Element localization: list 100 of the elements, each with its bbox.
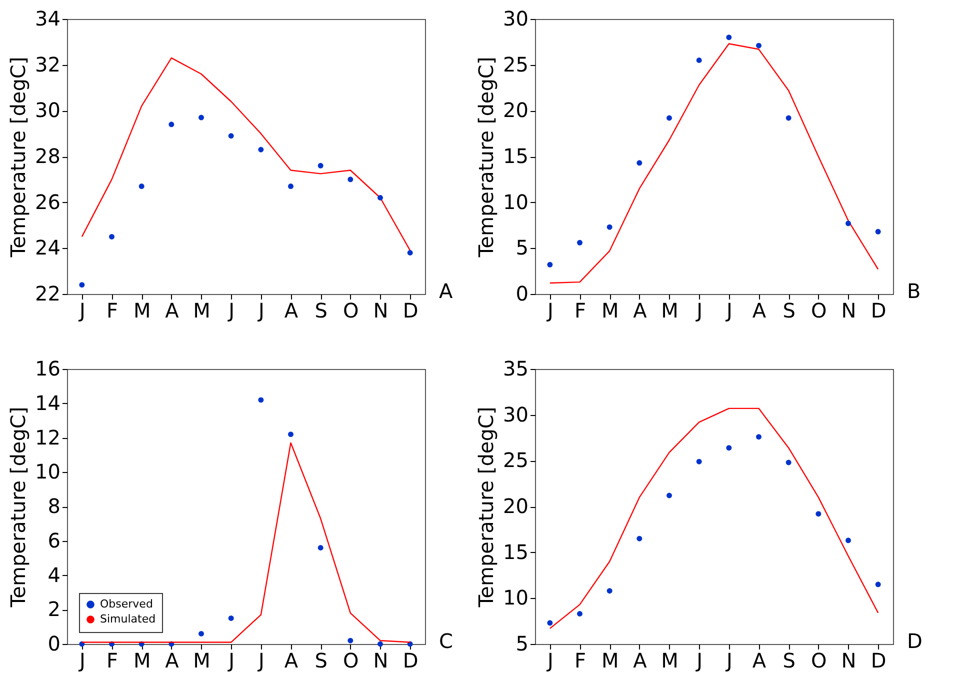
point [79,282,85,288]
line-series [549,408,879,630]
y-axis-title: Temperature [degC] [474,56,498,258]
y-tick-label: 2 [48,597,60,622]
text: A [439,279,453,303]
y-tick-label: 30 [503,402,528,426]
x-tick-label: M [133,648,151,672]
point [407,250,413,256]
y-tick-label: 10 [503,586,528,610]
x-tick-label: A [752,298,766,322]
x-tick-label: M [601,648,619,672]
text: B [907,279,921,303]
point [228,133,234,139]
x-tick-label: M [193,648,210,672]
y-tick-label: 8 [48,494,60,518]
point [258,397,264,403]
x-tick-label: F [106,298,118,322]
y-tick-label: 0 [48,632,60,656]
y-axis-title: Temperature [degC] [6,56,30,258]
y-tick-label: 30 [35,98,60,122]
x-tick-label: S [314,298,328,322]
point [846,538,851,544]
y-tick-label: 26 [35,190,60,214]
x-tick-label: J [256,298,264,322]
point [696,458,702,464]
x-tick-label: A [752,648,766,672]
x-tick-label: N [373,298,388,322]
y-tick-label: 32 [35,52,60,76]
y-tick-label: 25 [503,52,528,76]
y-tick-label: 20 [503,98,528,122]
x-tick-label: A [165,298,180,322]
y-tick-label: 6 [48,528,60,552]
point [756,434,762,440]
x-tick-label: D [402,298,418,322]
x-tick-label: F [574,298,586,322]
point [606,588,612,594]
y-tick-label: 15 [503,144,528,168]
y-axis-title: Temperature [degC] [6,406,30,608]
x-tick-label: O [811,298,827,322]
point [666,115,672,121]
point [138,184,144,190]
x-tick-label: F [106,648,118,672]
x-tick-label: A [633,298,648,322]
point [348,176,354,182]
legend-label: Simulated [100,612,156,626]
x-tick-label: S [782,298,796,322]
point [816,511,822,517]
y-tick-label: 10 [503,190,528,214]
point [348,638,354,644]
x-tick-label: J [694,298,703,322]
x-tick-label: D [870,648,886,672]
x-tick-label: D [402,648,418,672]
y-tick-label: 30 [503,6,528,30]
point [726,445,732,451]
point [666,492,672,498]
point [577,611,582,616]
y-tick-label: 12 [35,425,60,450]
point [786,115,792,121]
x-tick-label: M [661,648,678,672]
point [258,146,264,152]
x-tick-label: A [165,648,180,672]
x-tick-label: J [256,648,264,672]
x-tick-label: A [633,648,648,672]
x-tick-label: J [226,648,235,672]
point [696,58,702,63]
y-tick-label: 35 [503,356,528,380]
point [875,582,881,588]
x-tick-label: F [574,648,586,672]
x-tick-label: N [373,648,388,672]
x-tick-label: S [782,648,796,672]
point [726,34,732,40]
y-axis-title: Temperature [degC] [474,406,498,608]
y-tick-label: 0 [516,282,528,306]
point [846,220,851,226]
point [577,240,582,246]
x-tick-label: J [226,298,235,322]
x-tick-label: J [724,648,732,672]
y-tick-label: 28 [35,144,60,168]
point [198,114,204,120]
text: C [439,629,453,653]
point [168,122,174,128]
x-tick-label: A [284,648,298,672]
point [318,162,324,168]
x-tick-label: N [841,298,856,322]
point [288,184,294,190]
y-tick-label: 22 [35,282,60,306]
x-tick-label: J [545,298,554,322]
x-tick-label: J [694,648,703,672]
y-tick-label: 34 [35,6,60,30]
point [198,630,204,636]
y-tick-label: 5 [516,236,528,260]
y-tick-label: 10 [35,460,60,484]
point [378,641,383,647]
y-tick-label: 15 [503,540,528,564]
point [547,620,553,626]
point [875,228,881,234]
point [636,536,642,542]
text: D [907,629,922,653]
point [636,160,642,166]
point [228,615,234,621]
